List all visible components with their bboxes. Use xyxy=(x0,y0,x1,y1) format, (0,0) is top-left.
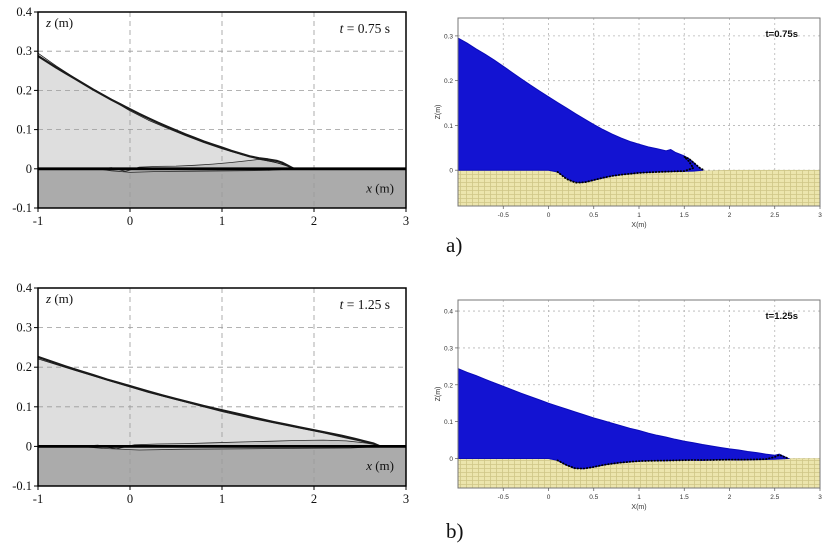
svg-text:z (m): z (m) xyxy=(45,15,73,30)
svg-text:x (m): x (m) xyxy=(365,458,394,473)
panel-label-b: b) xyxy=(446,519,464,543)
svg-text:1: 1 xyxy=(219,492,225,506)
svg-text:Z(m): Z(m) xyxy=(435,105,442,120)
svg-text:-0.5: -0.5 xyxy=(498,212,510,219)
svg-text:2.5: 2.5 xyxy=(770,212,779,219)
svg-text:1: 1 xyxy=(637,494,641,501)
svg-text:0.5: 0.5 xyxy=(589,212,598,219)
svg-text:0.2: 0.2 xyxy=(16,360,32,374)
svg-text:0: 0 xyxy=(26,439,32,453)
experiment-t125-svg: -1 0 1 2 3 -0.1 0 0.1 0.2 0.3 0.4 z (m) x (m) t = 1.2… xyxy=(12,281,409,506)
svg-text:0.1: 0.1 xyxy=(16,123,32,137)
svg-text:t=1.25s: t=1.25s xyxy=(766,311,799,322)
svg-text:0.3: 0.3 xyxy=(16,44,32,58)
svg-text:2.5: 2.5 xyxy=(770,494,779,501)
svg-text:0.1: 0.1 xyxy=(444,419,453,426)
svg-text:1: 1 xyxy=(219,214,225,228)
svg-text:-0.1: -0.1 xyxy=(12,479,32,493)
svg-text:0.3: 0.3 xyxy=(444,33,453,40)
svg-text:-1: -1 xyxy=(33,214,43,228)
svg-text:0: 0 xyxy=(547,212,551,219)
svg-text:0: 0 xyxy=(547,494,551,501)
svg-text:0.1: 0.1 xyxy=(16,400,32,414)
svg-text:0.2: 0.2 xyxy=(444,382,453,389)
panel-simulation-t075: -0.5 0 0.5 1 1.5 2 2.5 3 0 0.1 0.2 0.3 X(m) Z(m) t=0.7… xyxy=(430,10,830,232)
svg-text:1: 1 xyxy=(637,212,641,219)
panel-experiment-t075: -1 0 1 2 3 -0.1 0 0.1 0.2 0.3 0.4 z (m) x (m) t = 0.7… xyxy=(6,5,414,232)
svg-text:-0.1: -0.1 xyxy=(12,201,32,215)
svg-text:2: 2 xyxy=(311,492,317,506)
svg-text:0.4: 0.4 xyxy=(444,309,453,316)
panel-label-a: a) xyxy=(446,233,463,257)
svg-text:0.2: 0.2 xyxy=(444,78,453,85)
experiment-t075-svg: -1 0 1 2 3 -0.1 0 0.1 0.2 0.3 0.4 z (m) x (m) t = 0.7… xyxy=(12,5,409,228)
svg-text:t = 0.75 s: t = 0.75 s xyxy=(340,21,390,36)
svg-text:Z(m): Z(m) xyxy=(435,387,442,402)
svg-text:2: 2 xyxy=(728,212,732,219)
svg-text:3: 3 xyxy=(403,492,409,506)
svg-text:2: 2 xyxy=(311,214,317,228)
svg-text:-0.5: -0.5 xyxy=(498,494,510,501)
svg-text:-1: -1 xyxy=(33,492,43,506)
svg-text:0: 0 xyxy=(127,214,133,228)
svg-text:0.3: 0.3 xyxy=(444,345,453,352)
svg-text:1.5: 1.5 xyxy=(680,212,689,219)
svg-text:2: 2 xyxy=(728,494,732,501)
svg-text:0: 0 xyxy=(449,168,453,175)
svg-text:0.2: 0.2 xyxy=(16,83,32,97)
svg-text:z (m): z (m) xyxy=(45,291,73,306)
svg-text:0.4: 0.4 xyxy=(16,282,32,295)
svg-text:3: 3 xyxy=(403,214,409,228)
svg-text:3: 3 xyxy=(818,212,822,219)
svg-text:0.5: 0.5 xyxy=(589,494,598,501)
svg-text:0.1: 0.1 xyxy=(444,123,453,130)
svg-text:1.5: 1.5 xyxy=(680,494,689,501)
svg-text:0.3: 0.3 xyxy=(16,321,32,335)
panel-experiment-t125: -1 0 1 2 3 -0.1 0 0.1 0.2 0.3 0.4 z (m) x (m) t = 1.2… xyxy=(6,281,414,510)
svg-text:x (m): x (m) xyxy=(365,180,394,195)
simulation-t125-svg: -0.5 0 0.5 1 1.5 2 2.5 3 0 0.1 0.2 0.3 0.4 X(m) Z(m) t=… xyxy=(435,299,822,511)
svg-text:t = 1.25 s: t = 1.25 s xyxy=(340,297,390,312)
svg-text:0: 0 xyxy=(449,456,453,463)
simulation-t075-svg: -0.5 0 0.5 1 1.5 2 2.5 3 0 0.1 0.2 0.3 X(m) Z(m) t=0.7… xyxy=(435,17,822,229)
svg-text:X(m): X(m) xyxy=(631,504,646,511)
svg-text:0: 0 xyxy=(26,162,32,176)
svg-text:t=0.75s: t=0.75s xyxy=(766,29,799,40)
svg-text:0: 0 xyxy=(127,492,133,506)
svg-text:0.4: 0.4 xyxy=(16,6,32,19)
svg-text:3: 3 xyxy=(818,494,822,501)
panel-simulation-t125: -0.5 0 0.5 1 1.5 2 2.5 3 0 0.1 0.2 0.3 0.4 X(m) Z(m) t=… xyxy=(430,292,830,514)
svg-text:X(m): X(m) xyxy=(631,222,646,229)
